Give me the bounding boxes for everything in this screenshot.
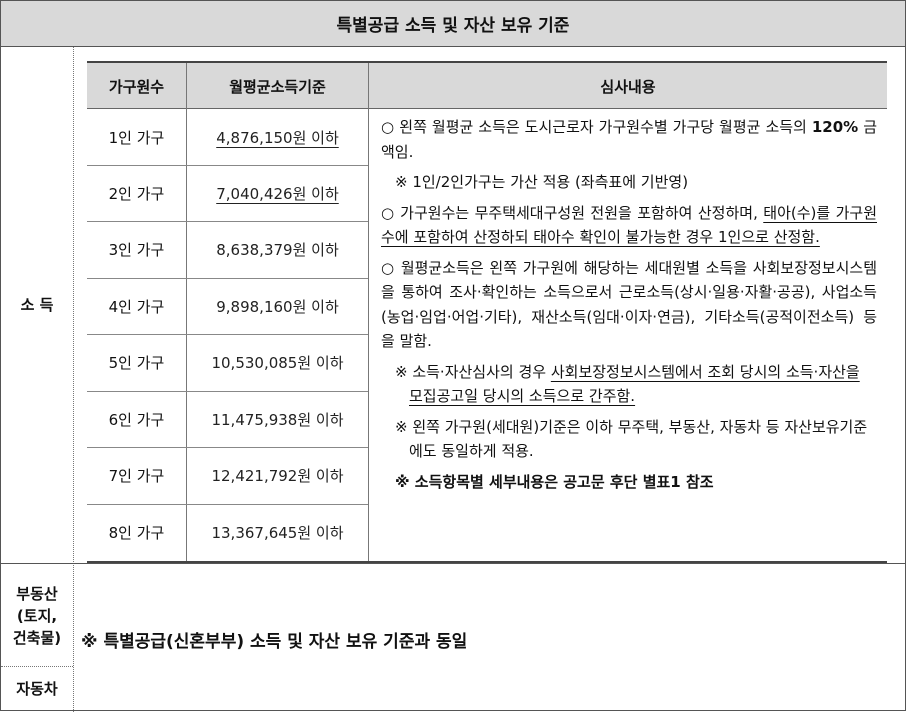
household-size-cell: 2인 가구 xyxy=(108,184,165,203)
asset-divider xyxy=(1,666,73,667)
income-cell: 8,638,379원 이하 xyxy=(216,241,339,259)
row-divider xyxy=(87,334,368,335)
household-size-cell: 7인 가구 xyxy=(108,467,165,485)
asset-criteria-note: ※ 특별공급(신혼부부) 소득 및 자산 보유 기준과 동일 xyxy=(81,632,468,652)
review-note-bold: ※ 소득항목별 세부내용은 공고문 후단 별표1 참조 xyxy=(395,472,714,491)
inner-table-bottom-rule xyxy=(87,561,887,563)
household-size-cell: 5인 가구 xyxy=(108,354,165,372)
income-cell: 10,530,085원 이하 xyxy=(211,354,344,372)
review-paragraph: ○ 왼쪽 월평균 소득은 도시근로자 가구원수별 가구당 월평균 소득의 120… xyxy=(381,115,877,164)
header-household-size: 가구원수 xyxy=(108,77,165,96)
row-divider xyxy=(87,278,368,279)
left-column-divider xyxy=(73,47,74,712)
review-note: ※ 1인/2인가구는 가산 적용 (좌측표에 기반영) xyxy=(395,173,689,191)
household-size-cell: 3인 가구 xyxy=(108,241,165,259)
income-value: 4,876,150원 이하 xyxy=(216,128,339,147)
real-estate-label: 부동산 (토지, 건축물) xyxy=(1,573,73,659)
row-divider xyxy=(87,447,368,448)
income-cell: 9,898,160원 이하 xyxy=(216,297,339,316)
table-title: 특별공급 소득 및 자산 보유 기준 xyxy=(1,1,905,47)
review-paragraph: ○ 월평균소득은 왼쪽 가구원에 해당하는 세대원별 소득을 사회보장정보시스템… xyxy=(381,258,877,351)
household-size-cell: 6인 가구 xyxy=(108,410,165,429)
income-cell: 4,876,150원 이하 xyxy=(187,109,368,165)
review-text: ※ 소득·자산심사의 경우 xyxy=(395,362,551,381)
review-text: ○ 가구원수는 무주택세대구성원 전원을 포함하여 산정하며, xyxy=(381,203,764,222)
real-estate-label-line3: 건축물) xyxy=(12,629,62,647)
header-review-content: 심사내용 xyxy=(600,77,656,96)
review-note: ※ 소득·자산심사의 경우 사회보장정보시스템에서 조회 당시의 소득·자산을 … xyxy=(393,360,877,409)
income-cell: 13,367,645원 이하 xyxy=(211,524,344,542)
row-divider xyxy=(87,221,368,222)
household-size-cell: 4인 가구 xyxy=(108,297,165,316)
review-underlined-text: 태아(수)를 가구원수에 포함하여 산정하되 태아수 확인이 불가능한 경우 1… xyxy=(381,203,877,247)
household-size-cell: 1인 가구 xyxy=(108,128,165,147)
review-paragraph: ○ 가구원수는 무주택세대구성원 전원을 포함하여 산정하며, 태아(수)를 가… xyxy=(381,201,877,250)
header-income-standard: 월평균소득기준 xyxy=(229,77,326,96)
row-divider xyxy=(87,504,368,505)
real-estate-label-line1: 부동산 xyxy=(16,585,58,603)
section-divider xyxy=(1,563,905,564)
vehicle-label: 자동차 xyxy=(16,680,58,698)
income-cell: 7,040,426원 이하 xyxy=(187,165,368,221)
income-cell: 12,421,792원 이하 xyxy=(211,467,344,485)
row-divider xyxy=(87,391,368,392)
review-text: ○ 왼쪽 월평균 소득은 도시근로자 가구원수별 가구당 월평균 소득의 xyxy=(381,118,812,136)
inner-table-header xyxy=(87,63,887,109)
income-value: 7,040,426원 이하 xyxy=(216,184,339,203)
review-text: 금액임. xyxy=(381,118,877,161)
column-divider xyxy=(186,63,187,561)
income-label: 소 득 xyxy=(20,296,54,314)
real-estate-label-line2: (토지, xyxy=(16,607,58,625)
review-content: ○ 왼쪽 월평균 소득은 도시근로자 가구원수별 가구당 월평균 소득의 120… xyxy=(381,115,877,494)
review-underlined-text: 사회보장정보시스템에서 조회 당시의 소득·자산을 모집공고일 당시의 소득으로… xyxy=(409,362,860,406)
column-divider xyxy=(368,63,369,561)
row-divider xyxy=(87,165,368,166)
review-bold-text: 120% xyxy=(811,118,859,136)
income-cell: 11,475,938원 이하 xyxy=(211,410,344,429)
inner-table-top-rule xyxy=(87,61,887,63)
household-size-cell: 8인 가구 xyxy=(108,524,165,542)
review-note: ※ 왼쪽 가구원(세대원)기준은 이하 무주택, 부동산, 자동차 등 자산보유… xyxy=(395,417,868,461)
